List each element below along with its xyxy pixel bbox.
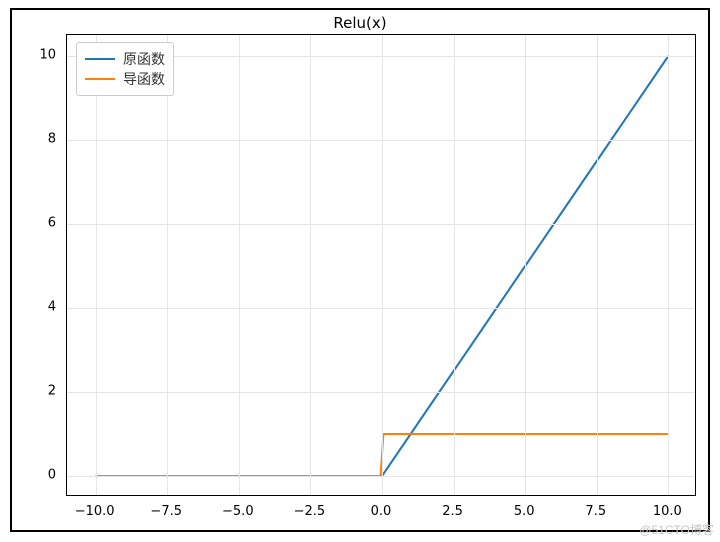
legend-label-1: 导函数 xyxy=(123,69,165,89)
grid-v xyxy=(525,35,526,495)
grid-h xyxy=(67,224,695,225)
legend-label-0: 原函数 xyxy=(123,49,165,69)
canvas: Relu(x) 原函数 导函数 @51CTO博客 −10.0 −7.5 −5.0 −2… xyxy=(0,0,720,542)
grid-v xyxy=(310,35,311,495)
watermark: @51CTO博客 xyxy=(639,521,714,538)
legend-item-0: 原函数 xyxy=(85,49,165,69)
grid-v xyxy=(96,35,97,495)
y-tick-label: 8 xyxy=(36,132,56,147)
x-tick-label: −10.0 xyxy=(75,504,115,519)
y-tick-label: 0 xyxy=(36,468,56,483)
legend: 原函数 导函数 xyxy=(76,42,174,96)
legend-item-1: 导函数 xyxy=(85,69,165,89)
grid-v xyxy=(668,35,669,495)
x-tick-label: 0.0 xyxy=(371,504,392,519)
grid-v xyxy=(167,35,168,495)
y-tick-label: 10 xyxy=(36,48,56,63)
x-tick-label: 5.0 xyxy=(514,504,535,519)
plot-area xyxy=(66,34,696,496)
grid-v xyxy=(454,35,455,495)
grid-v xyxy=(239,35,240,495)
x-tick-label: 7.5 xyxy=(585,504,606,519)
x-tick-label: 10.0 xyxy=(653,504,682,519)
legend-swatch-0 xyxy=(85,58,115,60)
grid-h xyxy=(67,308,695,309)
x-tick-label: −2.5 xyxy=(294,504,326,519)
x-tick-label: −5.0 xyxy=(222,504,254,519)
x-tick-label: −7.5 xyxy=(150,504,182,519)
chart-title: Relu(x) xyxy=(333,14,386,32)
grid-h xyxy=(67,140,695,141)
grid-v xyxy=(597,35,598,495)
grid-v xyxy=(382,35,383,495)
x-tick-label: 2.5 xyxy=(442,504,463,519)
grid-h xyxy=(67,392,695,393)
grid-h xyxy=(67,476,695,477)
y-tick-label: 6 xyxy=(36,216,56,231)
y-tick-label: 2 xyxy=(36,384,56,399)
y-tick-label: 4 xyxy=(36,300,56,315)
legend-swatch-1 xyxy=(85,78,115,80)
